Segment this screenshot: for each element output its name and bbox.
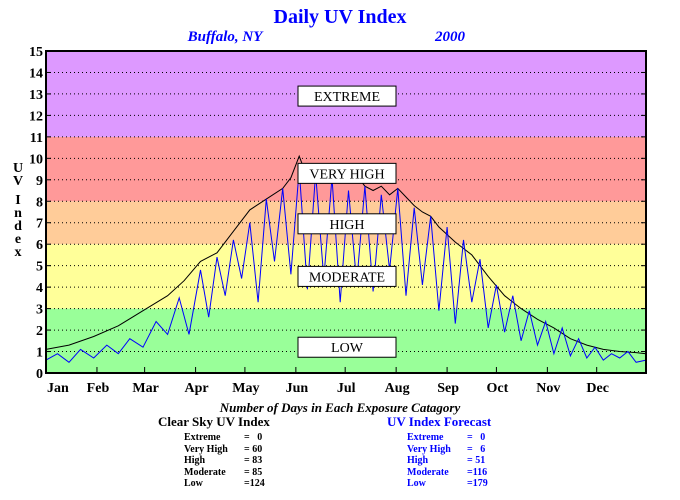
svg-text:x: x bbox=[15, 245, 22, 260]
table-row: Moderate =116 bbox=[407, 467, 491, 479]
table-row-label: High bbox=[407, 455, 429, 466]
table-row: Very High = 60 bbox=[184, 444, 270, 456]
forecast-table: UV Index Forecast Extreme = 0 Very High = … bbox=[387, 414, 491, 490]
plot-frame bbox=[45, 50, 647, 374]
table-row-label: Very High bbox=[184, 443, 228, 455]
chart-title: Daily UV Index bbox=[274, 6, 407, 28]
forecast-table-title: UV Index Forecast bbox=[387, 414, 492, 429]
svg-text:HIGH: HIGH bbox=[330, 218, 365, 233]
x-tick-label: Nov bbox=[536, 381, 560, 396]
svg-text:V: V bbox=[13, 174, 23, 189]
table-row-label: Moderate bbox=[407, 466, 449, 478]
chart-location: Buffalo, NY bbox=[187, 29, 265, 45]
svg-text:VERY HIGH: VERY HIGH bbox=[309, 167, 384, 182]
table-row: High = 51 bbox=[407, 455, 491, 467]
x-tick-label: Mar bbox=[132, 381, 158, 396]
y-tick-label: 1 bbox=[36, 346, 43, 361]
table-row: Extreme = 0 bbox=[184, 432, 270, 444]
y-tick-label: 7 bbox=[36, 217, 43, 232]
clear-sky-table: Clear Sky UV Index Extreme = 0 Very High =… bbox=[158, 414, 270, 490]
y-tick-label: 10 bbox=[29, 152, 43, 167]
table-row: Low =179 bbox=[407, 478, 491, 490]
table-row-label: Moderate bbox=[184, 466, 226, 478]
table-row: High = 83 bbox=[184, 455, 270, 467]
x-tick-label: Feb bbox=[87, 381, 110, 396]
table-row-value: = 51 bbox=[467, 455, 486, 466]
y-tick-label: 5 bbox=[36, 260, 43, 275]
svg-text:EXTREME: EXTREME bbox=[314, 90, 380, 105]
x-tick-label: Jul bbox=[337, 381, 356, 396]
y-tick-label: 9 bbox=[36, 174, 43, 189]
band-label: HIGH bbox=[297, 213, 397, 235]
table-row-label: Low bbox=[407, 478, 426, 489]
x-tick-label: Jun bbox=[286, 381, 309, 396]
y-tick-label: 11 bbox=[30, 131, 43, 146]
svg-text:U: U bbox=[13, 161, 23, 176]
table-row-label: Extreme bbox=[184, 432, 221, 443]
x-tick-label: Sep bbox=[437, 381, 459, 396]
y-tick-label: 13 bbox=[29, 88, 43, 103]
table-row-value: = 83 bbox=[244, 455, 263, 466]
table-row: Moderate = 85 bbox=[184, 467, 270, 479]
band-label: LOW bbox=[297, 336, 397, 358]
table-row-label: Very High bbox=[407, 443, 451, 455]
band-label: EXTREME bbox=[297, 85, 397, 107]
svg-text:n: n bbox=[14, 206, 22, 221]
y-tick-label: 6 bbox=[36, 238, 43, 253]
x-tick-label: Aug bbox=[385, 381, 410, 396]
y-tick-label: 12 bbox=[29, 109, 43, 124]
table-row: Extreme = 0 bbox=[407, 432, 491, 444]
x-tick-label: Jan bbox=[47, 381, 69, 396]
clear-sky-table-title: Clear Sky UV Index bbox=[158, 414, 270, 429]
table-row: Very High = 6 bbox=[407, 444, 491, 456]
table-row-value: = 85 bbox=[244, 466, 263, 478]
table-row-value: = 0 bbox=[467, 432, 486, 443]
svg-text:LOW: LOW bbox=[331, 341, 364, 356]
x-tick-label: May bbox=[232, 381, 259, 396]
table-row: Low =124 bbox=[184, 478, 270, 490]
y-tick-label: 3 bbox=[36, 303, 43, 318]
x-tick-label: Oct bbox=[487, 381, 509, 396]
forecast-series-line bbox=[45, 169, 647, 363]
table-row-label: High bbox=[184, 455, 206, 466]
x-tick-label: Dec bbox=[586, 381, 609, 396]
x-tick-label: Apr bbox=[185, 381, 209, 396]
table-row-value: =116 bbox=[467, 466, 488, 478]
y-tick-label: 15 bbox=[29, 45, 43, 60]
chart-year: 2000 bbox=[434, 29, 466, 45]
band-label: VERY HIGH bbox=[297, 162, 397, 184]
svg-text:I: I bbox=[15, 193, 20, 208]
table-row-value: = 60 bbox=[244, 443, 263, 455]
table-row-label: Extreme bbox=[407, 432, 444, 443]
y-tick-label: 4 bbox=[36, 281, 43, 296]
table-row-value: =124 bbox=[244, 478, 265, 489]
svg-text:d: d bbox=[14, 219, 22, 234]
svg-text:e: e bbox=[15, 232, 21, 247]
y-tick-label: 0 bbox=[36, 367, 43, 382]
y-tick-label: 2 bbox=[36, 324, 43, 339]
band-label: MODERATE bbox=[297, 265, 397, 287]
y-tick-label: 14 bbox=[29, 66, 43, 81]
table-row-value: = 0 bbox=[244, 432, 263, 443]
y-tick-label: 8 bbox=[36, 195, 43, 210]
table-row-value: =179 bbox=[467, 478, 488, 489]
table-row-label: Low bbox=[184, 478, 203, 489]
svg-text:MODERATE: MODERATE bbox=[309, 270, 385, 285]
table-row-value: = 6 bbox=[467, 443, 486, 455]
chart-subtitle: Number of Days in Each Exposure Catagory bbox=[219, 400, 461, 415]
